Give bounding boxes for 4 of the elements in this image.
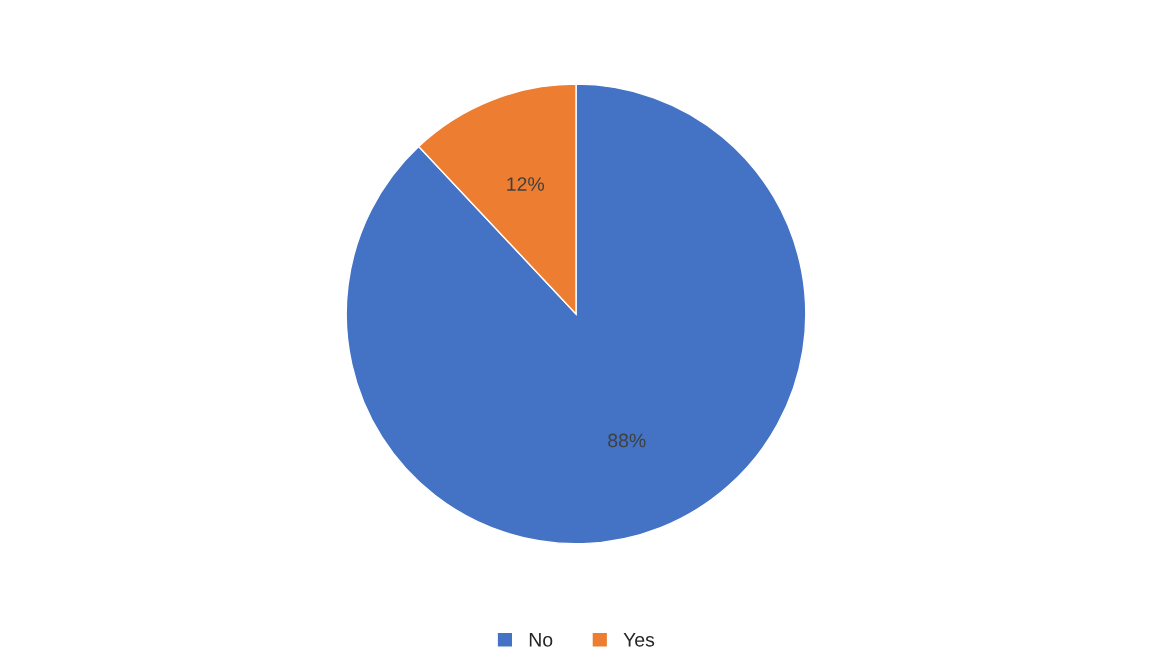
legend-label: Yes [623,633,655,647]
data-label: 88% [608,433,646,448]
data-label: 12% [507,177,545,191]
legend-label: No [529,633,553,647]
